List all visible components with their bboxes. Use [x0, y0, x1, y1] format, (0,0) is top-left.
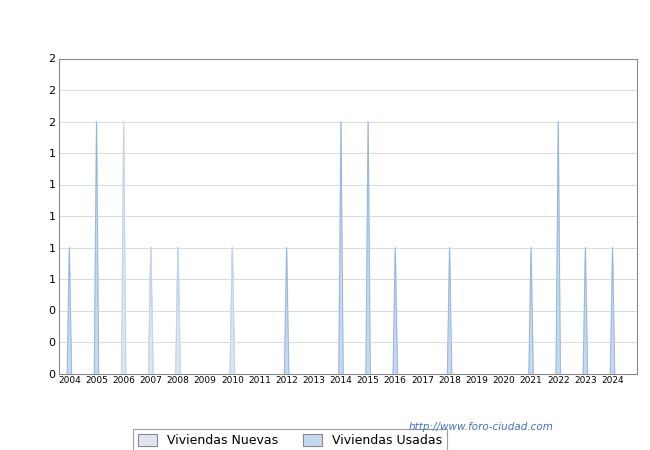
- Polygon shape: [176, 248, 180, 374]
- Legend: Viviendas Nuevas, Viviendas Usadas: Viviendas Nuevas, Viviendas Usadas: [133, 429, 447, 450]
- Polygon shape: [230, 248, 235, 374]
- Polygon shape: [610, 248, 615, 374]
- Polygon shape: [285, 248, 289, 374]
- Polygon shape: [583, 248, 588, 374]
- Polygon shape: [122, 122, 126, 374]
- Polygon shape: [447, 248, 452, 374]
- Polygon shape: [149, 248, 153, 374]
- Polygon shape: [393, 248, 397, 374]
- Polygon shape: [366, 122, 370, 374]
- Polygon shape: [230, 248, 235, 374]
- Polygon shape: [529, 248, 533, 374]
- Text: Palaciosrubios - Evolucion del Nº de Transacciones Inmobiliarias: Palaciosrubios - Evolucion del Nº de Tra…: [90, 16, 560, 31]
- Text: http://www.foro-ciudad.com: http://www.foro-ciudad.com: [409, 423, 553, 432]
- Polygon shape: [176, 248, 180, 374]
- Polygon shape: [149, 248, 153, 374]
- Polygon shape: [67, 248, 72, 374]
- Polygon shape: [94, 122, 99, 374]
- Polygon shape: [556, 122, 560, 374]
- Polygon shape: [339, 122, 343, 374]
